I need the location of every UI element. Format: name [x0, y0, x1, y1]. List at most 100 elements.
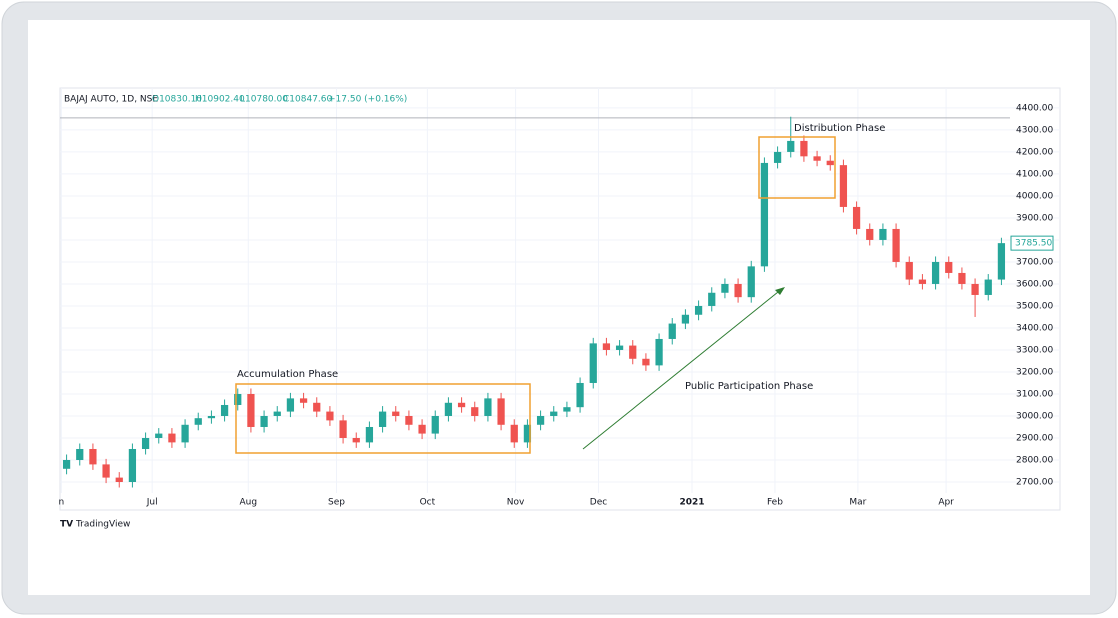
candle-body [813, 156, 821, 161]
last-price-label: 3785.50 [1015, 239, 1052, 249]
candle-body [958, 272, 966, 284]
y-tick-label: 4100.00 [1016, 169, 1053, 179]
candle-body [299, 398, 308, 403]
candle-body [155, 433, 163, 438]
candle-body [655, 338, 663, 366]
y-tick-label: 3000.00 [1016, 411, 1053, 421]
candle-body [273, 411, 281, 416]
candle-body [392, 411, 400, 416]
candle-body [457, 402, 466, 408]
candle-body [352, 437, 360, 443]
candle-body [879, 228, 887, 240]
candle-body [866, 228, 874, 240]
y-tick-label: 3900.00 [1016, 213, 1053, 223]
participation-label: Public Participation Phase [685, 381, 813, 392]
x-tick-label: Mar [849, 498, 866, 508]
header-low: L10780.00 [240, 95, 288, 105]
candle-body [418, 424, 426, 434]
candle-body [444, 402, 453, 416]
candle-body [615, 345, 624, 350]
candle-body [905, 261, 913, 280]
candle-body [734, 283, 742, 298]
distribution-label: Distribution Phase [794, 123, 885, 134]
x-tick-label: Oct [420, 498, 436, 508]
x-tick-label: Aug [239, 498, 257, 508]
candle-body [800, 140, 808, 157]
screen-area [28, 20, 1090, 595]
x-tick-label: Feb [767, 498, 783, 508]
y-tick-label: 2700.00 [1016, 477, 1053, 487]
y-tick-label: 2800.00 [1016, 455, 1053, 465]
candle-body [984, 279, 992, 295]
candle-body [945, 261, 953, 273]
candle-body [247, 393, 255, 427]
x-tick-label: Jul [146, 498, 158, 508]
accumulation-box [235, 383, 531, 454]
marks [62, 116, 1006, 488]
candle-body [971, 283, 979, 295]
candle-body [773, 151, 782, 163]
y-tick-label: 3300.00 [1016, 345, 1053, 355]
x-tick-label: Nov [507, 498, 525, 508]
candle-body [220, 404, 229, 416]
brand: TradingView [75, 520, 130, 530]
y-tick-label: 4300.00 [1016, 125, 1053, 135]
candle-body [721, 283, 729, 293]
y-tick-label: 2900.00 [1016, 433, 1053, 443]
candle-body [576, 382, 584, 408]
arrow-head [775, 287, 785, 295]
candle-body [536, 415, 545, 425]
y-tick-label: 4200.00 [1016, 147, 1053, 157]
y-tick-label: 3400.00 [1016, 323, 1053, 333]
y-tick-label: 3600.00 [1016, 279, 1053, 289]
y-tick-label: 3500.00 [1016, 301, 1053, 311]
candle-body [668, 323, 676, 339]
y-tick-label: 4000.00 [1016, 191, 1053, 201]
candle-body [471, 407, 479, 416]
candle-body [286, 398, 295, 412]
candle-body [997, 243, 1006, 280]
brand-logo: TV [60, 520, 73, 530]
candle-body [115, 477, 123, 482]
candle-body [787, 140, 795, 152]
y-tick-label: 3700.00 [1016, 257, 1053, 267]
candle-body [839, 165, 848, 207]
candle-body [852, 206, 861, 229]
candle-body [141, 437, 150, 449]
candle-body [497, 398, 505, 425]
candle-body [694, 305, 703, 315]
distribution-box [758, 136, 836, 199]
x-tick-label: n [58, 498, 64, 508]
candle-body [918, 279, 927, 284]
candle-body [681, 314, 690, 324]
y-tick-label: 3200.00 [1016, 367, 1053, 377]
candle-body [339, 420, 347, 438]
candle-body [62, 459, 71, 469]
candle-body [431, 415, 439, 434]
candle-body [128, 448, 137, 482]
candle-body [260, 415, 268, 427]
x-tick-label: Apr [938, 498, 954, 508]
candle-body [102, 464, 110, 478]
candle-body [826, 160, 834, 166]
candle-body [181, 424, 189, 443]
candle-body [550, 411, 558, 416]
last-price-box [1010, 235, 1054, 251]
candle-body [194, 418, 202, 425]
candle-body [168, 433, 176, 443]
candle-body [523, 424, 532, 443]
candle-body [760, 162, 769, 267]
candle-body [892, 228, 900, 262]
x-tick-label: Sep [328, 498, 345, 508]
candle-body [207, 415, 216, 419]
y-tick-label: 4400.00 [1016, 103, 1053, 113]
candle-body [234, 393, 242, 405]
candle-body [931, 261, 940, 284]
x-tick-label: Dec [590, 498, 607, 508]
candle-body [76, 448, 84, 460]
grid [60, 88, 1060, 493]
symbol: BAJAJ AUTO, 1D, NSE [64, 95, 158, 105]
candle-body [642, 358, 650, 366]
accumulation-label: Accumulation Phase [237, 369, 338, 380]
